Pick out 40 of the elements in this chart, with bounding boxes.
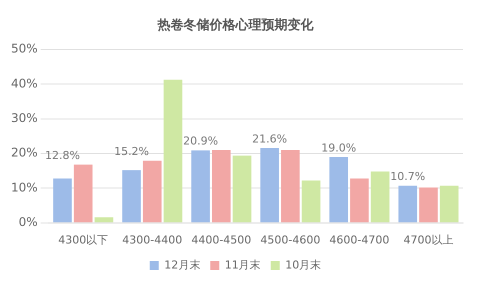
bar	[440, 186, 459, 222]
bar	[74, 164, 93, 222]
bar	[164, 80, 182, 222]
data-label: 19.0%	[321, 141, 356, 154]
data-label: 20.9%	[183, 134, 218, 148]
bar	[398, 186, 418, 222]
x-tick-label: 4300以下	[58, 233, 108, 246]
bar	[350, 178, 369, 222]
data-label: 21.6%	[252, 132, 288, 146]
legend-label: 12月末	[164, 258, 200, 272]
y-tick-label: 50%	[11, 42, 38, 56]
y-tick-label: 10%	[11, 180, 38, 194]
bar	[191, 150, 210, 222]
bar	[329, 156, 348, 222]
bar	[53, 178, 72, 222]
data-label: 10.7%	[390, 170, 426, 184]
bar	[142, 160, 162, 222]
y-tick-label: 0%	[18, 214, 38, 229]
data-label: 15.2%	[114, 145, 150, 158]
bar	[370, 172, 390, 222]
bar	[212, 150, 231, 222]
legend-label: 11月末	[224, 258, 261, 272]
y-tick-label: 30%	[11, 111, 38, 126]
x-tick-label: 4400-4500	[191, 233, 252, 246]
x-tick-label: 4600-4700	[329, 233, 390, 246]
chart-title: 热卷冬储价格心理预期变化	[156, 17, 314, 34]
x-tick-label: 4300-4400	[122, 233, 182, 246]
legend-label: 10月末	[285, 258, 322, 272]
data-label: 12.8%	[45, 148, 80, 162]
bar	[260, 148, 279, 222]
bar	[94, 217, 114, 222]
bar	[419, 187, 438, 222]
bar	[122, 170, 141, 222]
x-tick-label: 4700以上	[403, 233, 454, 246]
y-tick-label: 20%	[11, 146, 38, 160]
bar	[232, 156, 252, 222]
bar	[281, 150, 300, 222]
y-tick-label: 40%	[11, 76, 38, 90]
x-tick-label: 4500-4600	[260, 233, 320, 246]
bar	[302, 180, 320, 222]
